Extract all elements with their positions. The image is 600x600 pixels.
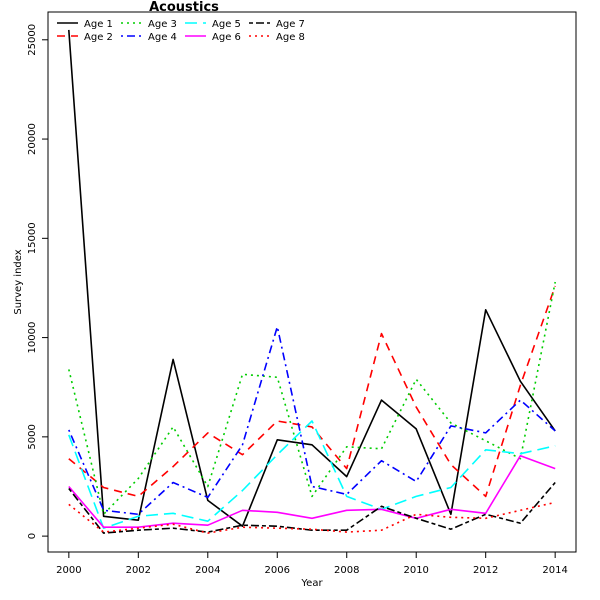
x-tick-label: 2010 <box>403 565 428 576</box>
legend-label-age-5: Age 5 <box>212 19 241 30</box>
legend-label-age-6: Age 6 <box>212 32 241 43</box>
x-tick-label: 2004 <box>195 565 220 576</box>
legend: Age 1 Age 2 Age 3 Age 4 Age 5 Age 6 Age 7 Age 8 <box>57 19 305 43</box>
plot-frame <box>47 11 577 553</box>
x-tick-label: 2006 <box>265 565 290 576</box>
y-tick-label: 5000 <box>27 424 38 449</box>
chart-title: Acoustics <box>149 0 219 15</box>
series-line-age-8 <box>68 501 556 534</box>
y-tick-label: 10000 <box>27 322 38 354</box>
x-tick-label: 2008 <box>334 565 359 576</box>
series-line-age-7 <box>68 481 556 534</box>
y-axis-label: Survey index <box>13 249 24 314</box>
x-tick-label: 2014 <box>542 565 567 576</box>
y-tick-label: 0 <box>27 533 38 539</box>
legend-label-age-2: Age 2 <box>84 32 113 43</box>
series-line-age-1 <box>68 29 556 528</box>
legend-label-age-4: Age 4 <box>148 32 177 43</box>
legend-label-age-1: Age 1 <box>84 19 113 30</box>
x-axis-label: Year <box>300 578 323 589</box>
series-line-age-5 <box>68 420 556 530</box>
y-tick-label: 20000 <box>27 123 38 155</box>
x-tick-label: 2012 <box>473 565 498 576</box>
legend-label-age-7: Age 7 <box>276 19 305 30</box>
x-tick-label: 2000 <box>56 565 81 576</box>
series-line-age-2 <box>68 285 556 498</box>
x-axis: 2000 2002 2004 2006 2008 2010 2012 2014 <box>56 552 568 576</box>
legend-label-age-8: Age 8 <box>276 32 305 43</box>
y-tick-label: 15000 <box>27 222 38 254</box>
y-axis: 0 5000 10000 15000 20000 25000 <box>27 24 48 539</box>
x-tick-label: 2002 <box>126 565 151 576</box>
series-line-age-3 <box>68 281 556 516</box>
series-line-age-4 <box>68 325 556 516</box>
plot-lines <box>68 29 556 534</box>
series-line-age-6 <box>68 454 556 529</box>
y-tick-label: 25000 <box>27 24 38 56</box>
legend-label-age-3: Age 3 <box>148 19 177 30</box>
